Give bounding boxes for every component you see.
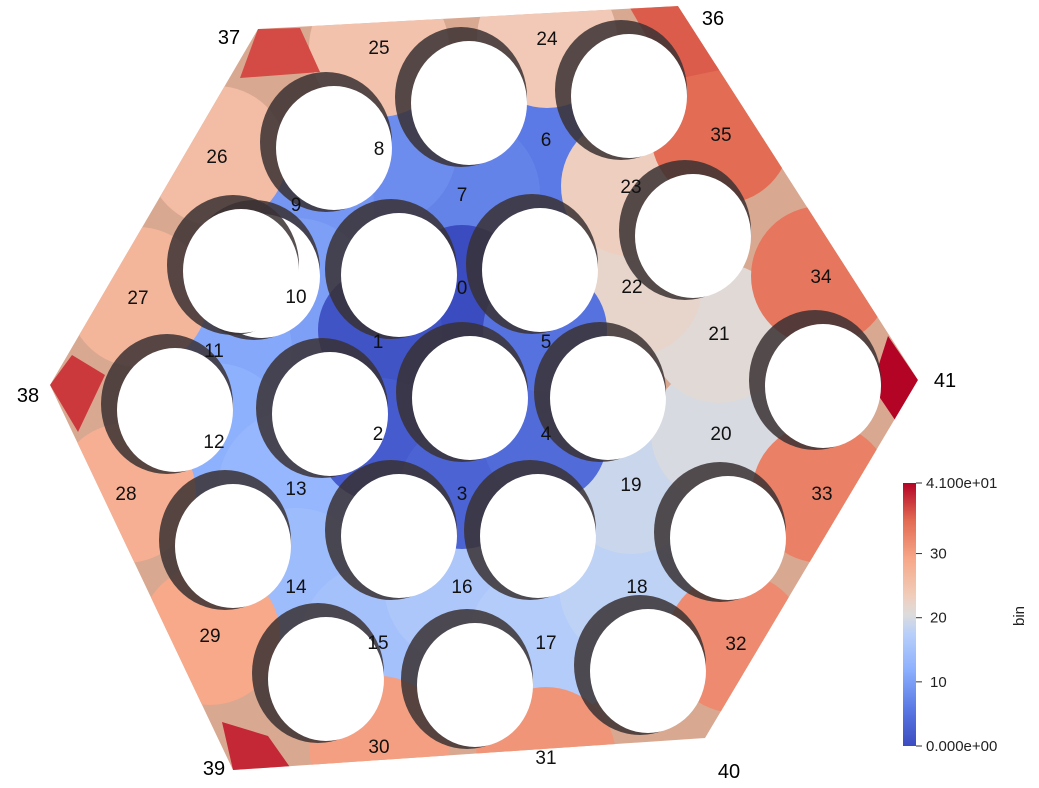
cell-label-0: 0 [457,278,468,299]
cell-label-32: 32 [725,634,746,655]
cell-label-33: 33 [811,484,832,505]
cell-label-12: 12 [203,432,224,453]
cell-label-6: 6 [541,130,552,151]
pin-hole [401,609,533,749]
corner-region-40 [640,738,705,770]
corner-region-38 [50,355,105,432]
pin-hole [574,595,706,735]
cell-label-5: 5 [541,332,552,353]
cell-label-24: 24 [536,29,558,50]
colorbar-min-label: 0.000e+00 [926,738,997,755]
pin-hole [167,195,299,335]
cell-label-3: 3 [457,484,468,505]
cell-label-4: 4 [541,424,552,445]
pin-hole [256,338,388,478]
colorbar: 4.100e+01 0.000e+00 30 20 10 bin [903,475,1028,755]
cell-label-15: 15 [367,633,388,654]
cell-label-40: 40 [718,761,740,783]
cell-label-2: 2 [373,424,384,445]
pin-hole [325,460,457,600]
colorbar-ticks: 30 20 10 [916,546,947,691]
cell-label-10: 10 [285,287,306,308]
cell-label-7: 7 [457,185,468,206]
cell-label-23: 23 [620,177,641,198]
cell-label-11: 11 [204,341,224,362]
cell-label-9: 9 [291,195,302,216]
cell-label-28: 28 [115,484,136,505]
colorbar-gradient [903,483,916,746]
cell-label-34: 34 [810,267,832,288]
cell-label-8: 8 [374,139,385,160]
cell-label-38: 38 [17,385,39,407]
corner-region-36 [630,6,720,80]
pin-hole [260,72,392,212]
cell-label-20: 20 [710,424,731,445]
pin-hole [749,310,881,450]
cell-label-18: 18 [626,577,647,598]
pin-hole [396,322,528,462]
pin-hole [464,460,596,600]
corner-region-39 [222,722,292,770]
corner-region-37 [240,28,320,78]
pin-hole [534,322,666,462]
cell-label-17: 17 [535,633,556,654]
cell-label-21: 21 [708,324,729,345]
colorbar-tick-label: 10 [930,674,947,691]
cell-labels: 0123456789101112131415161718192021222324… [17,8,956,783]
cell-label-26: 26 [206,147,227,168]
pin-hole [654,462,786,602]
cell-label-36: 36 [702,8,724,30]
colorbar-title: bin [1011,606,1028,626]
pin-hole [159,470,291,610]
cell-label-22: 22 [621,277,642,298]
colorbar-tick-label: 20 [930,610,947,627]
cell-label-19: 19 [620,475,641,496]
pin-hole [325,199,457,339]
pin-hole [555,20,687,160]
cell-label-31: 31 [535,748,556,769]
cell-label-16: 16 [451,577,472,598]
cell-label-35: 35 [710,125,731,146]
corner-region-41 [872,336,918,420]
colorbar-max-label: 4.100e+01 [926,475,997,492]
pin-hole [395,27,527,167]
cell-label-1: 1 [373,332,384,353]
cell-label-27: 27 [127,288,148,309]
cell-label-39: 39 [203,758,225,780]
cell-label-30: 30 [368,737,389,758]
cell-label-13: 13 [285,479,306,500]
cell-label-37: 37 [218,27,240,49]
cell-label-29: 29 [199,626,220,647]
pin-hole [466,194,598,334]
pin-hole [619,160,751,300]
cell-label-25: 25 [368,38,389,59]
pin-hole [101,334,233,474]
pin-hole [252,603,384,743]
cell-label-14: 14 [285,577,307,598]
colorbar-tick-label: 30 [930,546,947,563]
cell-label-41: 41 [934,370,956,392]
pin-holes [101,20,881,749]
